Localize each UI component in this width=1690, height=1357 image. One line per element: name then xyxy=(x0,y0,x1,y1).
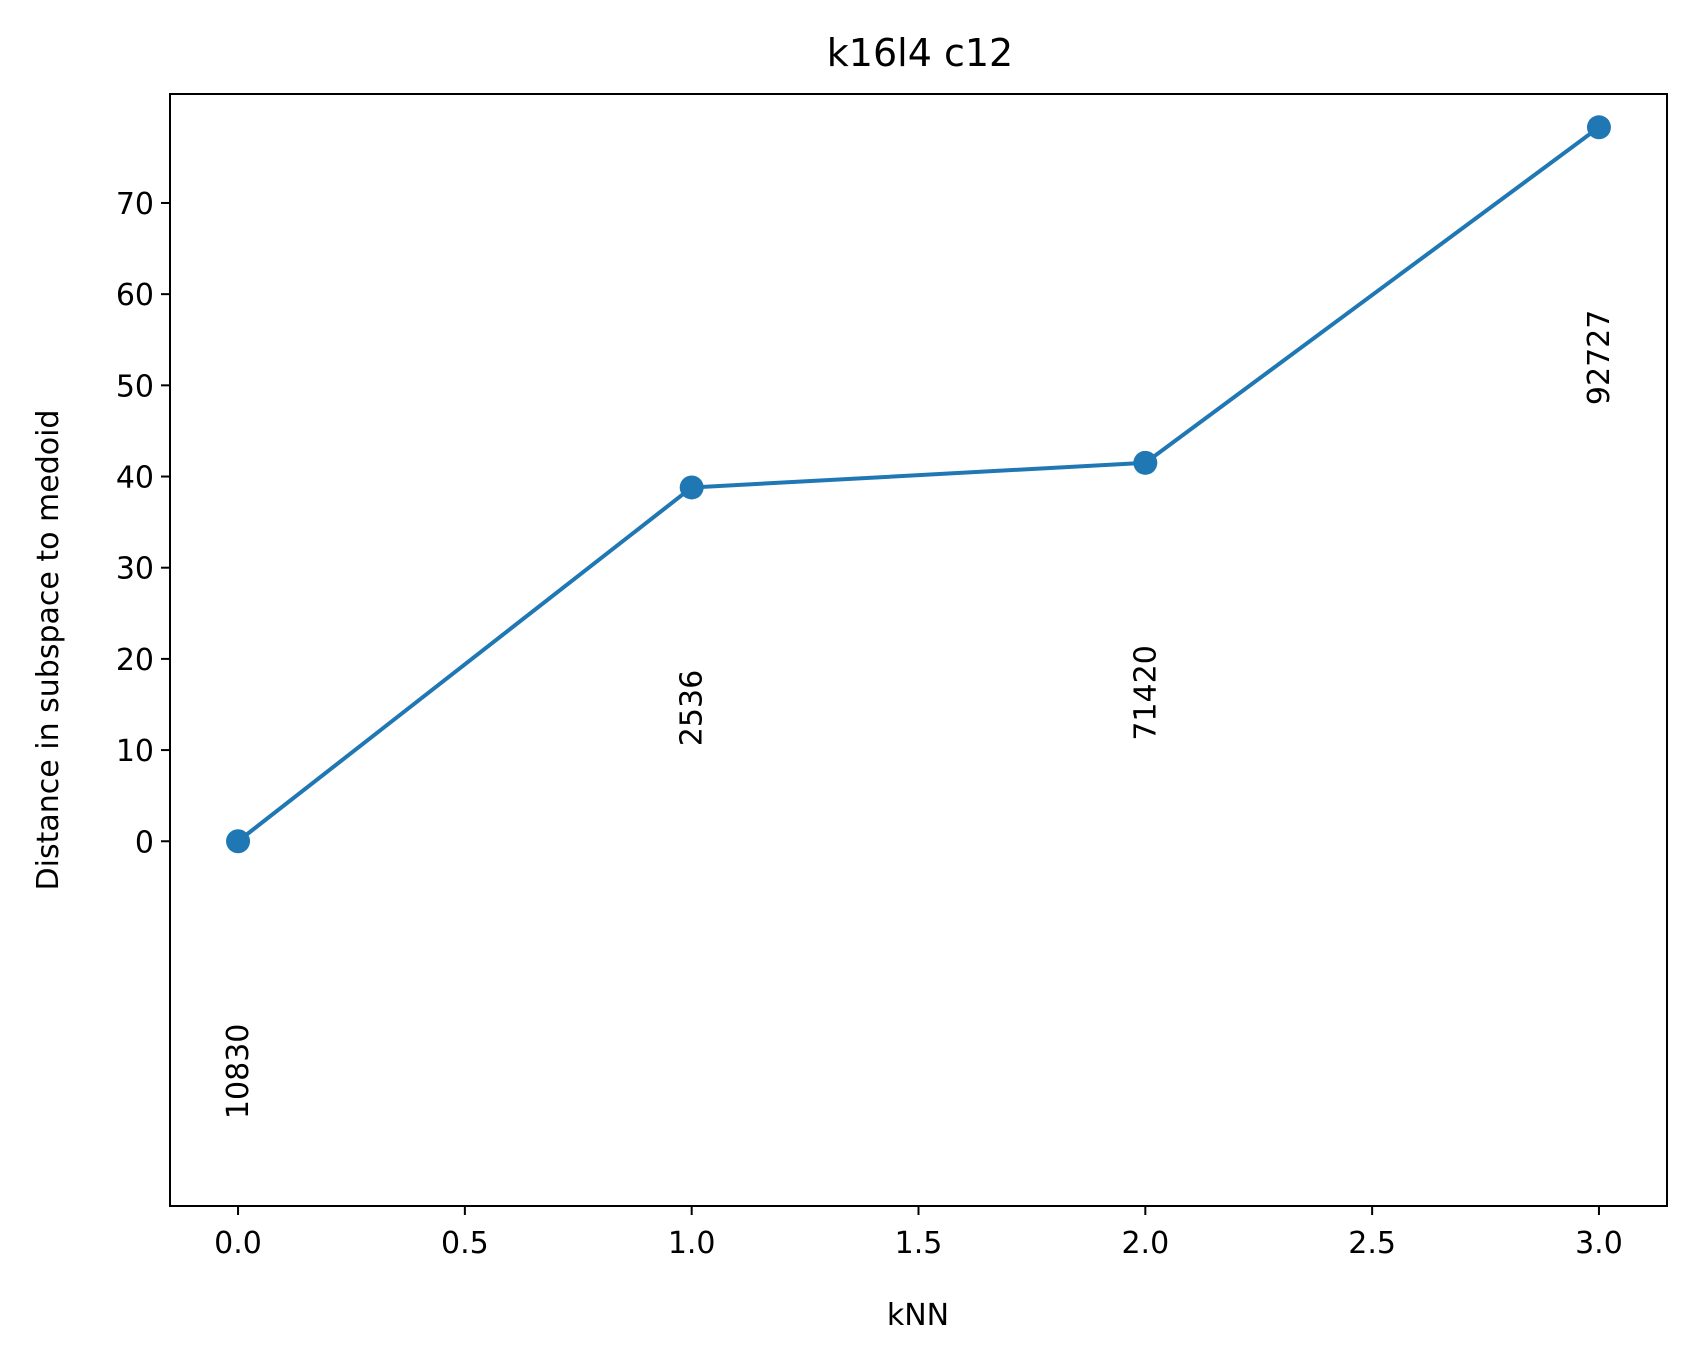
chart-title: k16l4 c12 xyxy=(827,31,1013,75)
x-tick-label: 2.0 xyxy=(1121,1226,1169,1261)
series-line xyxy=(236,125,1601,843)
x-tick-label: 0.5 xyxy=(441,1226,489,1261)
x-tick-label: 1.5 xyxy=(895,1226,943,1261)
y-tick-label: 50 xyxy=(116,369,154,404)
point-annotation: 2536 xyxy=(675,670,710,746)
y-tick-label: 60 xyxy=(116,278,154,313)
x-tick-label: 2.5 xyxy=(1348,1226,1396,1261)
data-point xyxy=(1133,450,1158,475)
x-axis-label: kNN xyxy=(887,1298,949,1333)
point-annotation: 10830 xyxy=(221,1024,256,1119)
y-tick-label: 0 xyxy=(135,825,154,860)
data-point xyxy=(1586,115,1611,140)
point-annotation: 92727 xyxy=(1582,310,1617,405)
y-axis-label: Distance in subspace to medoid xyxy=(31,410,66,891)
plot-frame xyxy=(169,93,1668,1207)
x-tick-label: 3.0 xyxy=(1575,1226,1623,1261)
y-tick-label: 40 xyxy=(116,461,154,496)
y-tick-label: 30 xyxy=(116,552,154,587)
x-tick-label: 1.0 xyxy=(668,1226,716,1261)
data-point xyxy=(226,829,251,854)
point-annotation: 71420 xyxy=(1128,645,1163,740)
x-tick-label: 0.0 xyxy=(214,1226,262,1261)
y-tick-label: 70 xyxy=(116,187,154,222)
y-tick-label: 10 xyxy=(116,734,154,769)
data-point xyxy=(679,475,704,500)
y-tick-label: 20 xyxy=(116,643,154,678)
